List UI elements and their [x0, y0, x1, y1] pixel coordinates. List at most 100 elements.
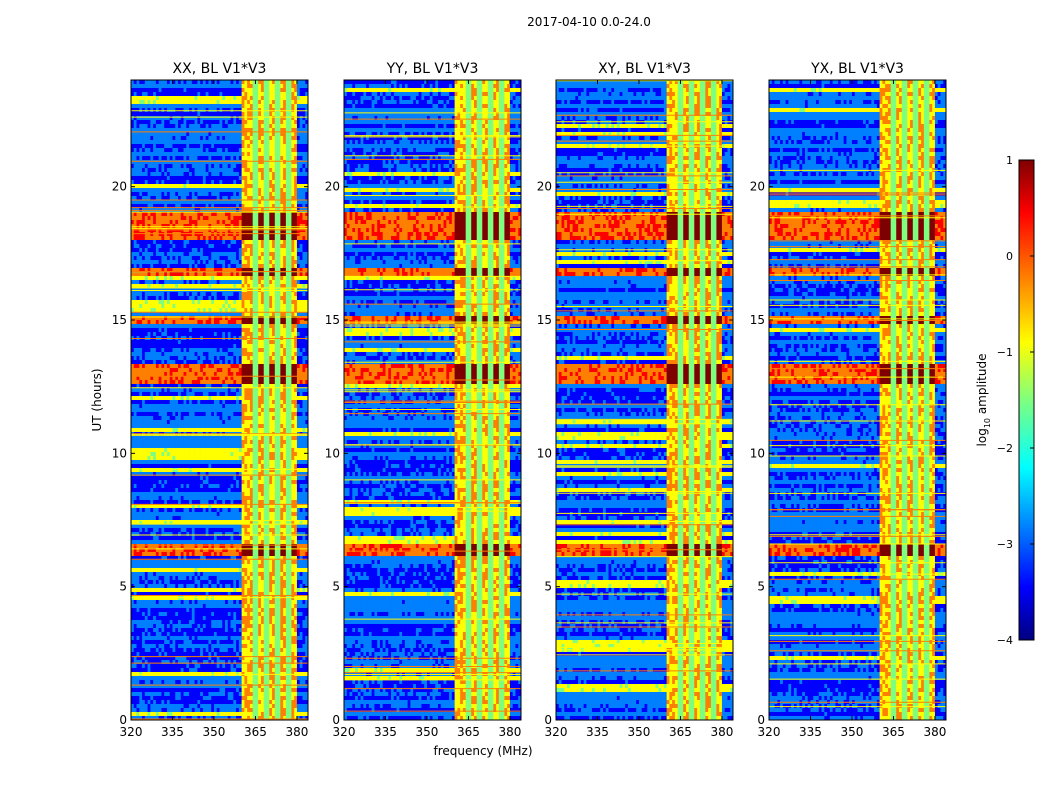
heatmap-cell [283, 200, 287, 205]
heatmap-cell [153, 332, 157, 337]
heatmap-cell [244, 320, 248, 325]
heatmap-cell [285, 160, 289, 165]
heatmap-cell [225, 264, 229, 269]
heatmap-cell [191, 128, 195, 133]
heatmap-cell [305, 224, 308, 229]
heatmap-cell [283, 116, 287, 121]
heatmap-cell [194, 284, 198, 289]
heatmap-cell [175, 176, 179, 181]
heatmap-cell [150, 356, 154, 361]
heatmap-cell [136, 368, 140, 373]
heatmap-cell [200, 160, 204, 165]
heatmap-cell [241, 104, 245, 109]
heatmap-cell [299, 328, 303, 333]
heatmap-cell [241, 224, 245, 229]
heatmap-cell [227, 212, 231, 217]
heatmap-cell [263, 272, 267, 277]
heatmap-cell [225, 112, 229, 117]
heatmap-cell [172, 104, 176, 109]
heatmap-cell [216, 136, 220, 141]
heatmap-cell [249, 388, 253, 393]
heatmap-cell [153, 376, 157, 381]
heatmap-cell [186, 252, 190, 257]
heatmap-cell [219, 156, 223, 161]
heatmap-cell [200, 112, 204, 117]
heatmap-cell [244, 204, 248, 209]
heatmap-cell [280, 224, 284, 229]
heatmap-cell [189, 324, 193, 329]
heatmap-cell [280, 312, 284, 317]
heatmap-cell [166, 284, 171, 289]
heatmap-cell [230, 204, 234, 209]
heatmap-cell [294, 316, 298, 321]
heatmap-cell [172, 80, 176, 85]
heatmap-cell [205, 136, 209, 141]
heatmap-cell [205, 324, 209, 329]
heatmap-cell [238, 124, 242, 129]
heatmap-cell [244, 156, 248, 161]
heatmap-cell [139, 224, 143, 229]
heatmap-cell [283, 88, 287, 93]
heatmap-cell [252, 108, 256, 113]
heatmap-cell [285, 236, 289, 241]
heatmap-cell [291, 112, 295, 117]
heatmap-cell [131, 304, 135, 309]
heatmap-cell [194, 112, 198, 117]
heatmap-cell [153, 356, 157, 361]
heatmap-cell [178, 368, 182, 373]
heatmap-cell [169, 156, 173, 161]
heatmap-cell [213, 268, 218, 273]
heatmap-cell [280, 180, 284, 185]
heatmap-cell [216, 244, 220, 249]
heatmap-cell [147, 320, 151, 325]
heatmap-cell [183, 256, 187, 261]
heatmap-cell [166, 136, 171, 141]
heatmap-cell [153, 172, 157, 177]
heatmap-cell [299, 292, 303, 297]
heatmap-cell [178, 384, 182, 389]
heatmap-cell [296, 88, 301, 93]
heatmap-cell [302, 180, 306, 185]
heatmap-cell [153, 164, 157, 169]
heatmap-cell [186, 332, 190, 337]
heatmap-cell [244, 108, 248, 113]
heatmap-cell [252, 144, 256, 149]
heatmap-cell [194, 184, 198, 189]
heatmap-cell [266, 332, 270, 337]
heatmap-cell [172, 356, 176, 361]
heatmap-cell [205, 172, 209, 177]
heatmap-cell [180, 116, 184, 121]
heatmap-cell [249, 280, 253, 285]
heatmap-cell [166, 376, 171, 381]
heatmap-cell [236, 296, 240, 301]
heatmap-cell [211, 384, 215, 389]
heatmap-cell [202, 144, 206, 149]
heatmap-cell [158, 188, 162, 193]
heatmap-cell [260, 224, 265, 229]
heatmap-cell [302, 140, 306, 145]
heatmap-cell [305, 364, 308, 369]
heatmap-cell [191, 140, 195, 145]
heatmap-cell [166, 100, 171, 105]
heatmap-cell [269, 80, 273, 85]
heatmap-cell [238, 324, 242, 329]
heatmap-cell [161, 124, 165, 129]
heatmap-cell [252, 324, 256, 329]
heatmap-cell [213, 220, 218, 225]
heatmap-cell [131, 220, 135, 225]
heatmap-cell [296, 152, 301, 157]
heatmap-cell [155, 388, 159, 393]
heatmap-cell [302, 232, 306, 237]
heatmap-cell [183, 248, 187, 253]
heatmap-cell [288, 172, 292, 177]
heatmap-cell [283, 260, 287, 265]
heatmap-cell [153, 100, 157, 105]
heatmap-cell [249, 320, 253, 325]
heatmap-cell [255, 156, 259, 161]
heatmap-cell [150, 84, 154, 89]
heatmap-cell [296, 256, 301, 261]
heatmap-cell [178, 116, 182, 121]
heatmap-cell [272, 264, 276, 269]
heatmap-cell [200, 164, 204, 169]
heatmap-cell [260, 196, 265, 201]
